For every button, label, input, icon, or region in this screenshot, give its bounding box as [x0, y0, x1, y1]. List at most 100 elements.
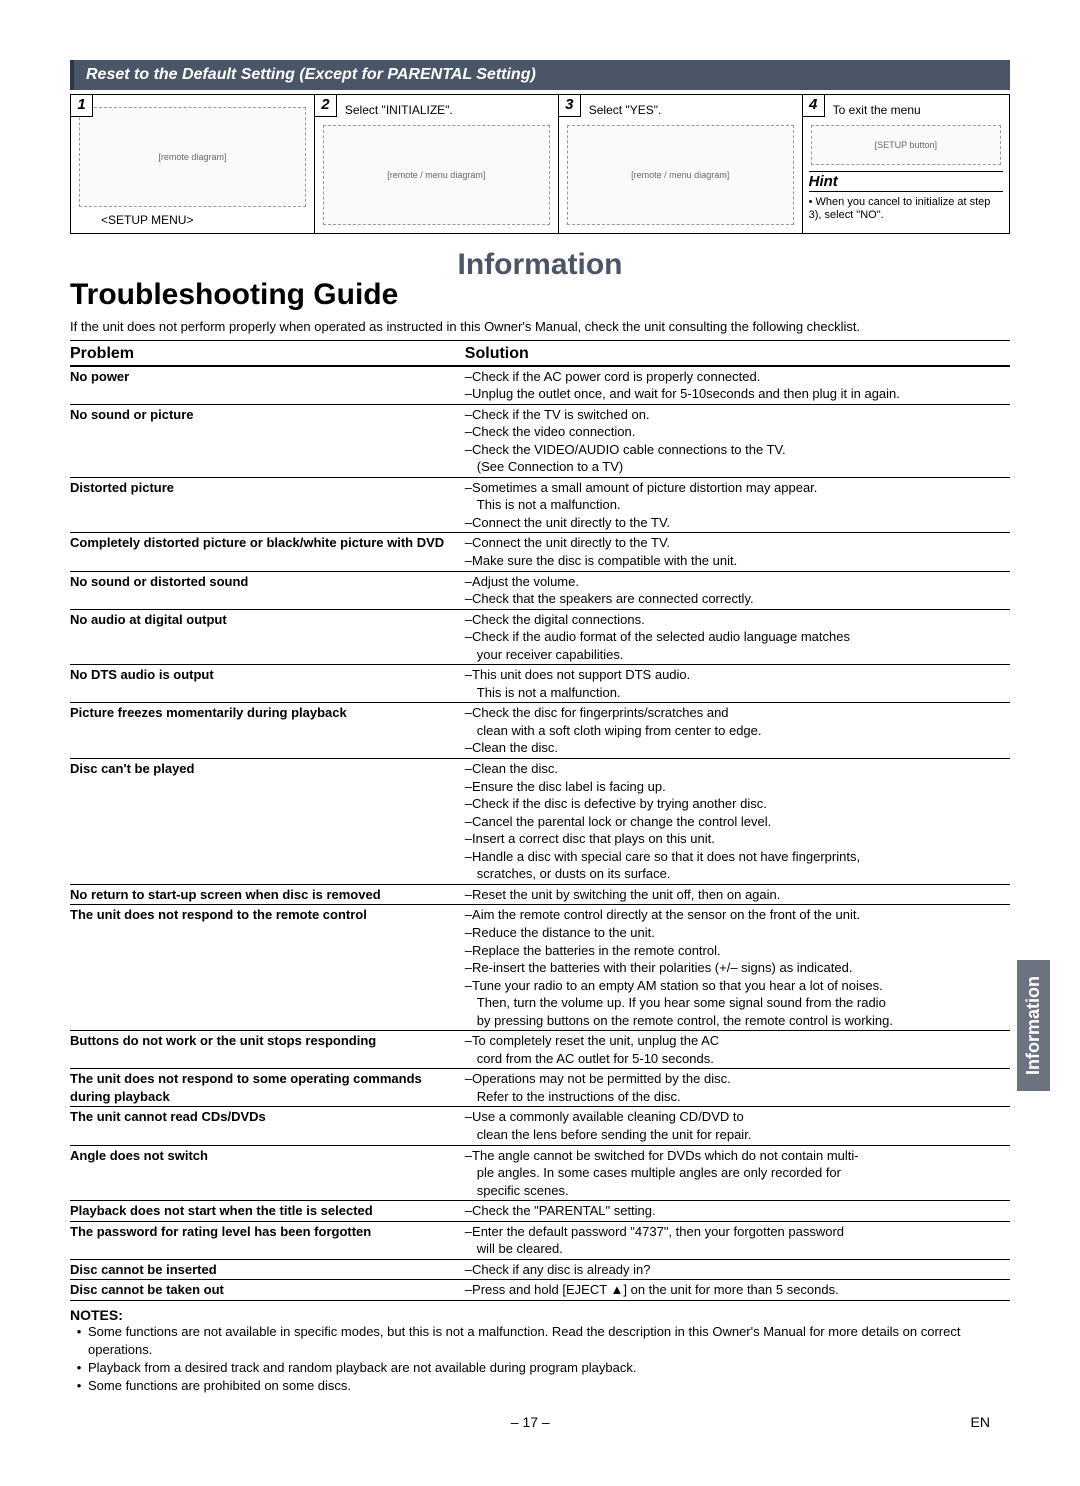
solution-line: –Replace the batteries in the remote con…: [465, 942, 1010, 960]
troubleshooting-title: Troubleshooting Guide: [70, 278, 1010, 312]
table-row: The unit does not respond to the remote …: [70, 905, 1010, 1031]
setup-menu-label: <SETUP MENU>: [101, 213, 308, 227]
problem-cell: Angle does not switch: [70, 1147, 465, 1200]
solution-line: –The angle cannot be switched for DVDs w…: [465, 1147, 1010, 1165]
problem-cell: Buttons do not work or the unit stops re…: [70, 1032, 465, 1067]
solution-line: –Adjust the volume.: [465, 573, 1010, 591]
solution-cell: –This unit does not support DTS audio.Th…: [465, 666, 1010, 701]
solution-cell: –Adjust the volume.–Check that the speak…: [465, 573, 1010, 608]
diagram-placeholder: [SETUP button]: [811, 125, 1001, 165]
table-row: Playback does not start when the title i…: [70, 1201, 1010, 1222]
solution-line: This is not a malfunction.: [477, 496, 1010, 514]
diagram-placeholder: [remote / menu diagram]: [323, 125, 550, 225]
intro-text: If the unit does not perform properly wh…: [70, 318, 1010, 341]
solution-line: –Enter the default password "4737", then…: [465, 1223, 1010, 1241]
step-text: Select "INITIALIZE".: [345, 103, 552, 119]
step-4: 4 To exit the menu [SETUP button] Hint •…: [803, 95, 1009, 233]
solution-line: –Clean the disc.: [465, 739, 1010, 757]
solution-cell: –Clean the disc.–Ensure the disc label i…: [465, 760, 1010, 883]
solution-cell: –Check the disc for fingerprints/scratch…: [465, 704, 1010, 757]
table-row: No sound or distorted sound–Adjust the v…: [70, 572, 1010, 610]
solution-cell: –Check if the AC power cord is properly …: [465, 368, 1010, 403]
step-number: 4: [803, 95, 825, 117]
solution-cell: –The angle cannot be switched for DVDs w…: [465, 1147, 1010, 1200]
solution-line: –Reduce the distance to the unit.: [465, 924, 1010, 942]
solution-line: –Press and hold [EJECT ▲] on the unit fo…: [465, 1281, 1010, 1299]
table-row: Picture freezes momentarily during playb…: [70, 703, 1010, 759]
note-text: Playback from a desired track and random…: [88, 1359, 636, 1377]
problem-cell: No sound or picture: [70, 406, 465, 476]
solution-cell: –Check if the TV is switched on.–Check t…: [465, 406, 1010, 476]
table-row: Disc cannot be inserted–Check if any dis…: [70, 1260, 1010, 1281]
table-row: No return to start-up screen when disc i…: [70, 885, 1010, 906]
diagram-placeholder: [remote / menu diagram]: [567, 125, 794, 225]
problem-cell: No return to start-up screen when disc i…: [70, 886, 465, 904]
notes-list: •Some functions are not available in spe…: [70, 1323, 1010, 1396]
step-2: 2 Select "INITIALIZE". [remote / menu di…: [315, 95, 559, 233]
solution-cell: –Check the digital connections.–Check if…: [465, 611, 1010, 664]
problem-cell: Distorted picture: [70, 479, 465, 532]
table-row: No DTS audio is output–This unit does no…: [70, 665, 1010, 703]
solution-cell: –Check the "PARENTAL" setting.: [465, 1202, 1010, 1220]
table-row: Disc can't be played–Clean the disc.–Ens…: [70, 759, 1010, 885]
solution-line: –Cancel the parental lock or change the …: [465, 813, 1010, 831]
solution-line: –Tune your radio to an empty AM station …: [465, 977, 1010, 995]
solution-line: –This unit does not support DTS audio.: [465, 666, 1010, 684]
problem-cell: Completely distorted picture or black/wh…: [70, 534, 465, 569]
solution-line: –Sometimes a small amount of picture dis…: [465, 479, 1010, 497]
problem-cell: No power: [70, 368, 465, 403]
solution-line: –Ensure the disc label is facing up.: [465, 778, 1010, 796]
problem-cell: Disc cannot be taken out: [70, 1281, 465, 1299]
solution-line: will be cleared.: [477, 1240, 1010, 1258]
problem-cell: The unit cannot read CDs/DVDs: [70, 1108, 465, 1143]
solution-cell: –Check if any disc is already in?: [465, 1261, 1010, 1279]
solution-cell: –Reset the unit by switching the unit of…: [465, 886, 1010, 904]
solution-line: –Check the digital connections.: [465, 611, 1010, 629]
solution-line: –Check that the speakers are connected c…: [465, 590, 1010, 608]
table-row: Disc cannot be taken out–Press and hold …: [70, 1280, 1010, 1301]
solution-cell: –Operations may not be permitted by the …: [465, 1070, 1010, 1105]
step-number: 2: [315, 95, 337, 117]
solution-line: –Handle a disc with special care so that…: [465, 848, 1010, 866]
hint-box: Hint • When you cancel to initialize at …: [809, 171, 1003, 222]
table-row: No sound or picture–Check if the TV is s…: [70, 405, 1010, 478]
solution-cell: –Press and hold [EJECT ▲] on the unit fo…: [465, 1281, 1010, 1299]
solution-line: –Check the disc for fingerprints/scratch…: [465, 704, 1010, 722]
solution-cell: –Enter the default password "4737", then…: [465, 1223, 1010, 1258]
header-problem: Problem: [70, 345, 465, 363]
problem-cell: No DTS audio is output: [70, 666, 465, 701]
solution-line: by pressing buttons on the remote contro…: [477, 1012, 1010, 1030]
table-header-row: Problem Solution: [70, 341, 1010, 367]
step-1: 1 [remote diagram] <SETUP MENU>: [71, 95, 315, 233]
solution-line: clean the lens before sending the unit f…: [477, 1126, 1010, 1144]
step-number: 1: [71, 95, 93, 117]
step-3: 3 Select "YES". [remote / menu diagram]: [559, 95, 803, 233]
diagram-placeholder: [remote diagram]: [79, 107, 306, 207]
side-tab: Information: [1017, 960, 1050, 1091]
problem-cell: The unit does not respond to the remote …: [70, 906, 465, 1029]
list-item: •Some functions are not available in spe…: [70, 1323, 1010, 1359]
troubleshooting-table: No power–Check if the AC power cord is p…: [70, 367, 1010, 1301]
solution-line: –Check if the TV is switched on.: [465, 406, 1010, 424]
problem-cell: The unit does not respond to some operat…: [70, 1070, 465, 1105]
solution-line: –Reset the unit by switching the unit of…: [465, 886, 1010, 904]
solution-line: specific scenes.: [477, 1182, 1010, 1200]
solution-line: –Make sure the disc is compatible with t…: [465, 552, 1010, 570]
bullet-icon: •: [70, 1377, 88, 1395]
solution-line: your receiver capabilities.: [477, 646, 1010, 664]
solution-line: –Operations may not be permitted by the …: [465, 1070, 1010, 1088]
solution-line: scratches, or dusts on its surface.: [477, 865, 1010, 883]
list-item: •Some functions are prohibited on some d…: [70, 1377, 1010, 1395]
problem-cell: No sound or distorted sound: [70, 573, 465, 608]
solution-line: clean with a soft cloth wiping from cent…: [477, 722, 1010, 740]
solution-line: –Check the "PARENTAL" setting.: [465, 1202, 1010, 1220]
page-lang: EN: [971, 1414, 990, 1430]
solution-line: –Check if the audio format of the select…: [465, 628, 1010, 646]
problem-cell: The password for rating level has been f…: [70, 1223, 465, 1258]
bullet-icon: •: [70, 1359, 88, 1377]
problem-cell: Picture freezes momentarily during playb…: [70, 704, 465, 757]
solution-line: –Use a commonly available cleaning CD/DV…: [465, 1108, 1010, 1126]
solution-line: –Clean the disc.: [465, 760, 1010, 778]
solution-line: Then, turn the volume up. If you hear so…: [477, 994, 1010, 1012]
table-row: Completely distorted picture or black/wh…: [70, 533, 1010, 571]
